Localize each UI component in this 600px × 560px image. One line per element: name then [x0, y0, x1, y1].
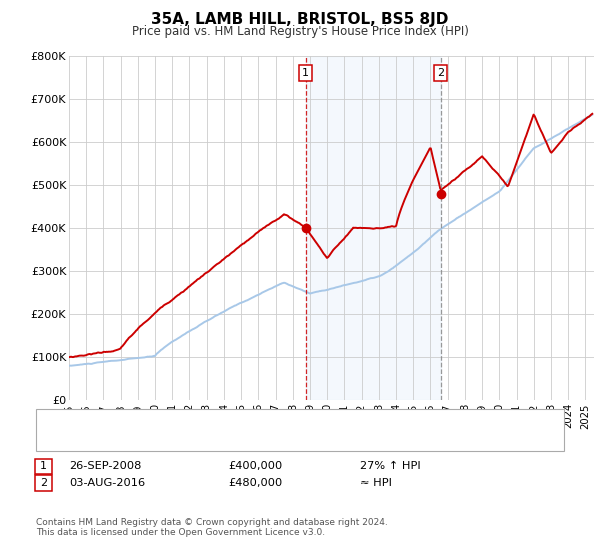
- Text: HPI: Average price, detached house, City of Bristol: HPI: Average price, detached house, City…: [87, 431, 363, 441]
- Text: 27% ↑ HPI: 27% ↑ HPI: [360, 461, 421, 472]
- Text: 35A, LAMB HILL, BRISTOL, BS5 8JD: 35A, LAMB HILL, BRISTOL, BS5 8JD: [151, 12, 449, 27]
- Bar: [305, 56, 440, 400]
- Text: Price paid vs. HM Land Registry's House Price Index (HPI): Price paid vs. HM Land Registry's House …: [131, 25, 469, 38]
- Text: 2: 2: [40, 478, 47, 488]
- Text: 26-SEP-2008: 26-SEP-2008: [69, 461, 142, 472]
- Text: 1: 1: [302, 68, 309, 78]
- Text: £400,000: £400,000: [228, 461, 282, 472]
- Text: 2: 2: [437, 68, 444, 78]
- Text: £480,000: £480,000: [228, 478, 282, 488]
- Text: ≈ HPI: ≈ HPI: [360, 478, 392, 488]
- Text: 35A, LAMB HILL, BRISTOL, BS5 8JD (detached house): 35A, LAMB HILL, BRISTOL, BS5 8JD (detach…: [87, 416, 377, 426]
- Text: Contains HM Land Registry data © Crown copyright and database right 2024.
This d: Contains HM Land Registry data © Crown c…: [36, 518, 388, 538]
- Text: 03-AUG-2016: 03-AUG-2016: [69, 478, 145, 488]
- Text: 1: 1: [40, 461, 47, 472]
